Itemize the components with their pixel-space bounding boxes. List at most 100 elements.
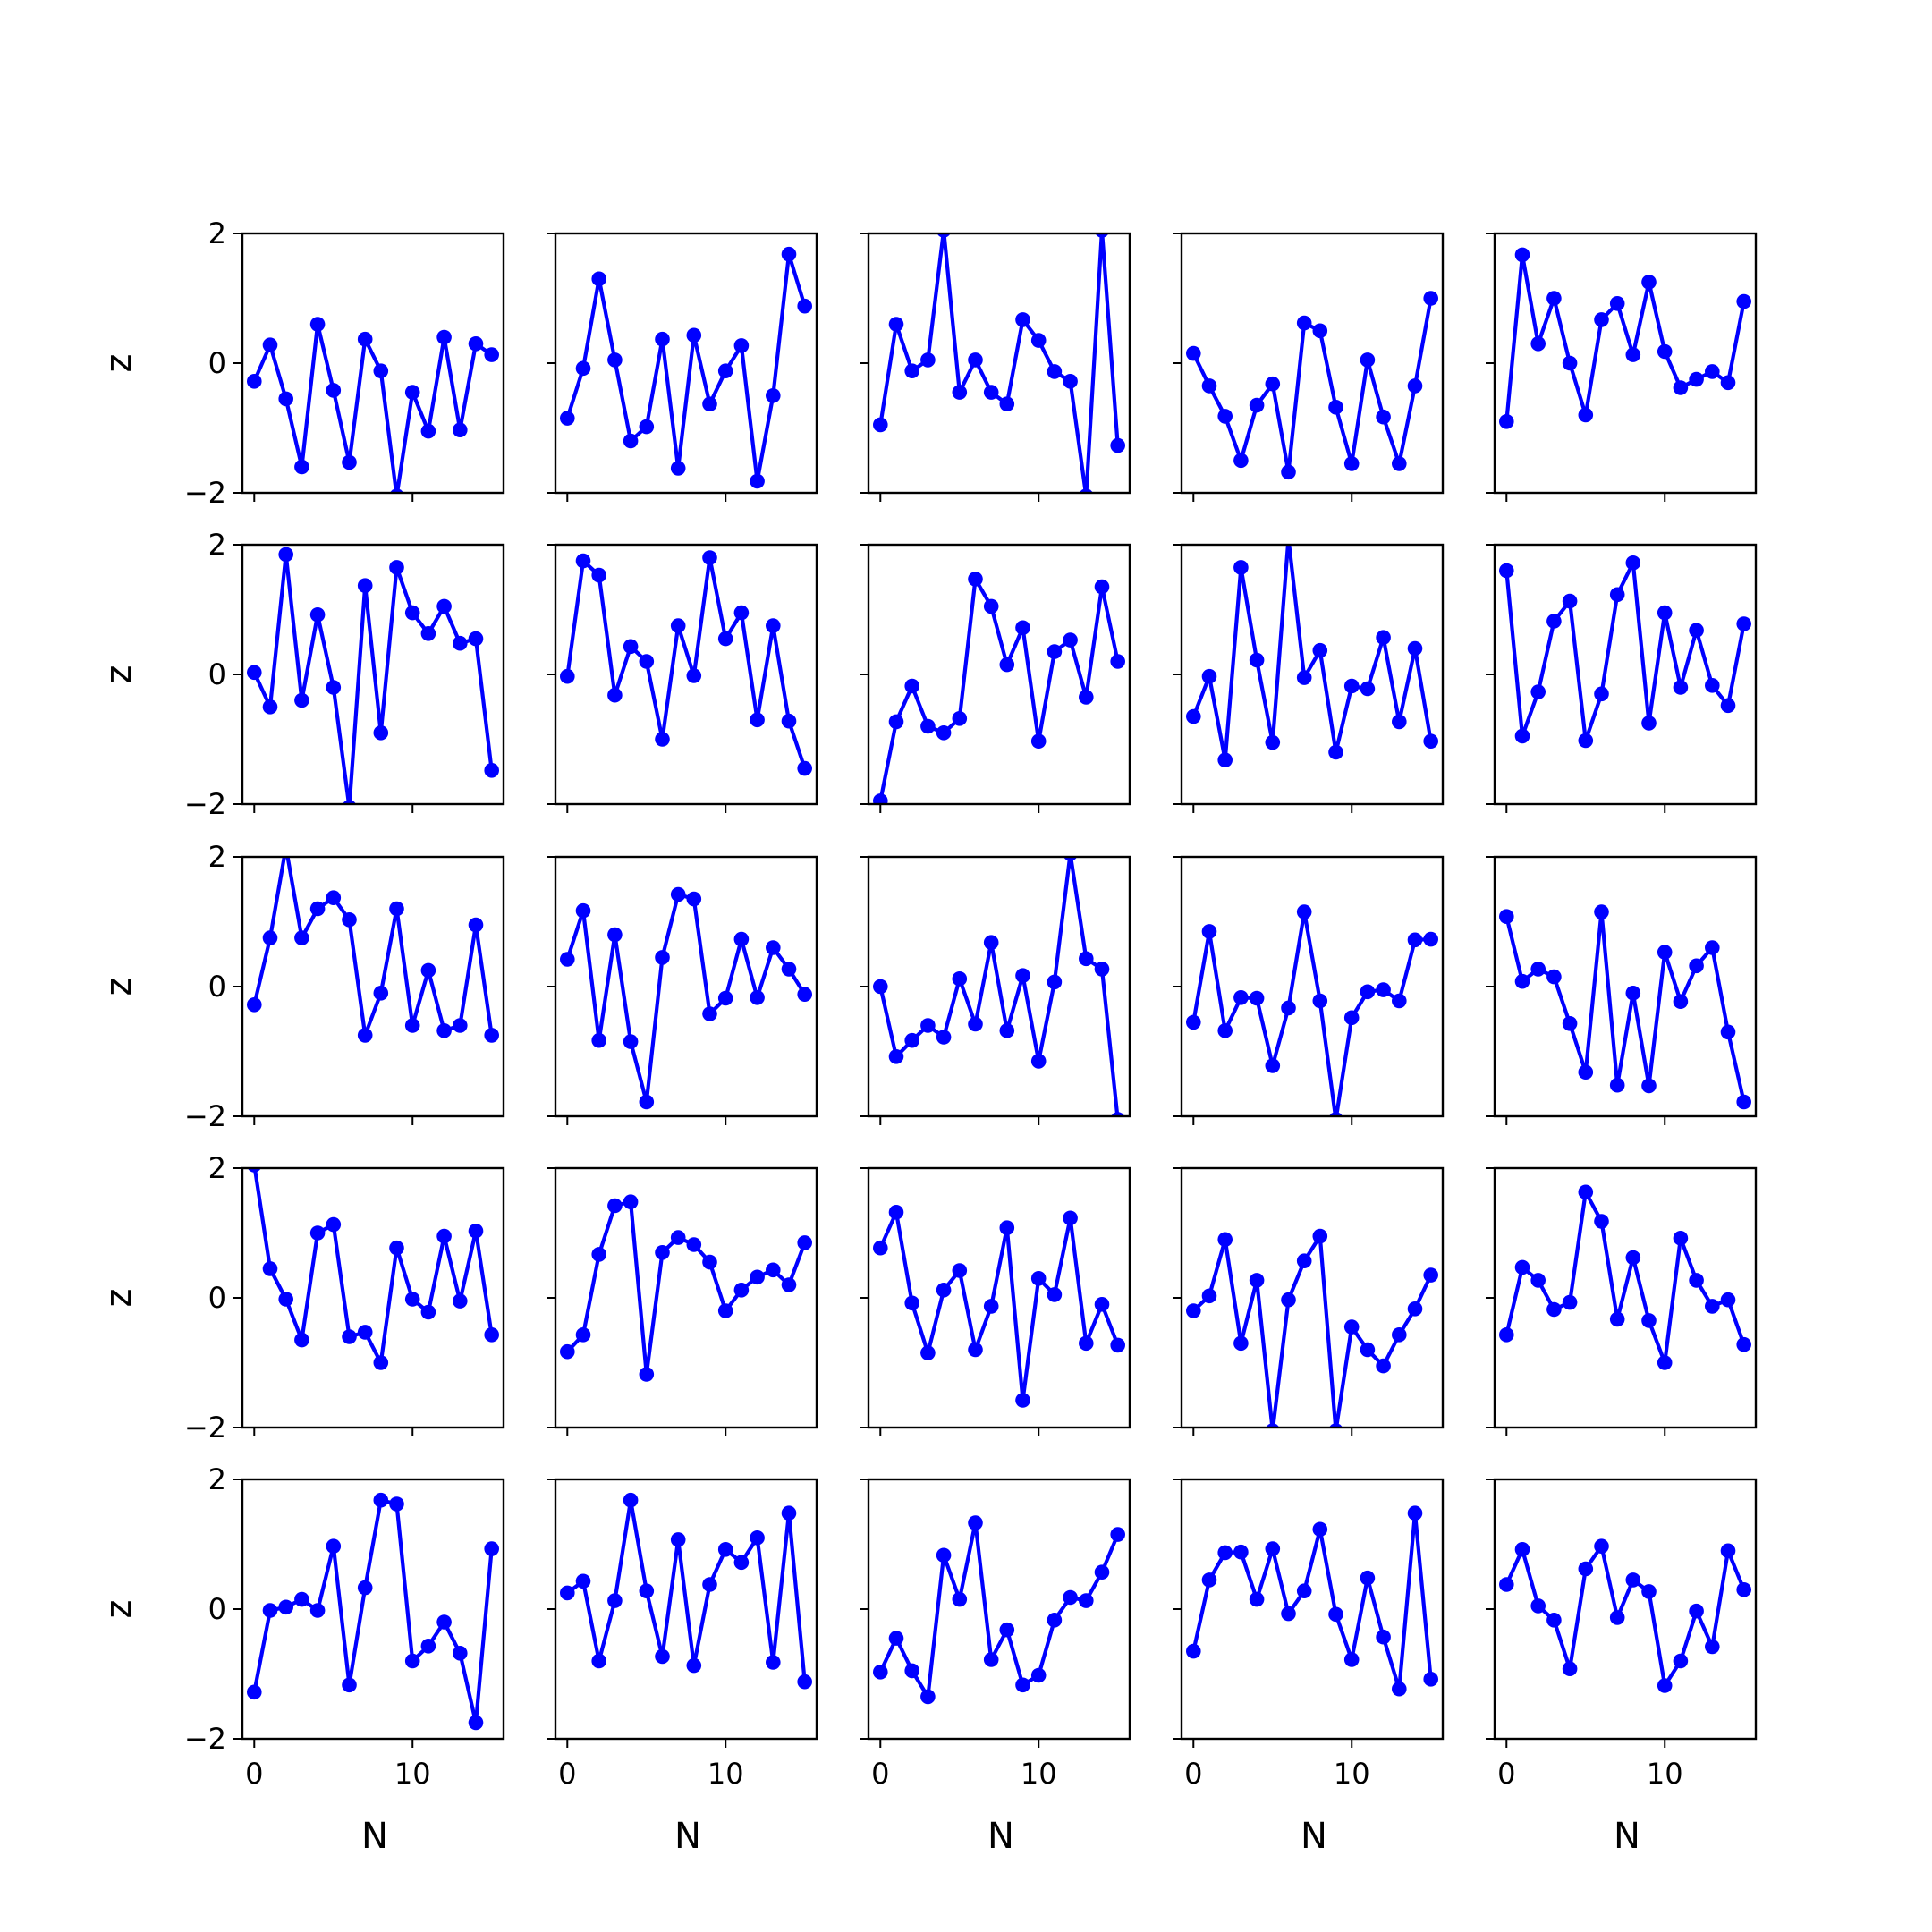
series-line — [1191, 1511, 1433, 1691]
y-axis-label: z — [98, 978, 140, 996]
data-point — [373, 986, 389, 1001]
data-point — [1046, 644, 1063, 659]
data-point — [342, 1677, 357, 1693]
y-tick-label: 2 — [208, 528, 226, 562]
data-point — [781, 1505, 797, 1521]
data-point — [247, 1168, 261, 1173]
data-point — [247, 997, 262, 1013]
data-point — [702, 396, 717, 412]
data-point — [1407, 1505, 1423, 1521]
data-point — [686, 1237, 702, 1252]
data-point — [983, 385, 999, 400]
data-point — [1720, 698, 1736, 714]
data-point — [1046, 1287, 1063, 1302]
data-point — [1392, 993, 1407, 1009]
data-point — [873, 979, 888, 995]
data-point — [623, 639, 639, 655]
y-axis-label: z — [98, 1289, 140, 1308]
data-point — [1546, 969, 1562, 985]
data-point — [278, 1599, 294, 1615]
data-point — [591, 1032, 606, 1048]
subplot-r1-c4 — [1486, 543, 1758, 813]
data-point — [326, 680, 342, 695]
data-point — [655, 331, 670, 347]
series-group — [873, 233, 1125, 493]
data-point — [1094, 579, 1110, 595]
axes-frame — [1180, 232, 1445, 495]
data-point — [1689, 958, 1704, 974]
data-point — [1705, 678, 1720, 693]
y-tick-label: −2 — [184, 1099, 226, 1133]
data-point — [766, 388, 781, 403]
data-point — [623, 1034, 639, 1049]
data-point — [1079, 488, 1093, 493]
y-tick-label: 0 — [208, 1281, 226, 1315]
data-point — [952, 385, 968, 400]
data-point — [999, 396, 1015, 412]
data-point — [686, 891, 702, 907]
y-tick-label: −2 — [184, 1411, 226, 1445]
data-point — [952, 971, 968, 987]
data-point — [591, 271, 606, 287]
data-point — [342, 1329, 357, 1344]
data-point — [294, 459, 309, 475]
data-point — [436, 1228, 452, 1244]
data-point — [1514, 247, 1530, 263]
y-tick-label: 2 — [208, 840, 226, 874]
data-point — [781, 713, 797, 729]
data-point — [1063, 632, 1078, 648]
data-point — [655, 1648, 670, 1665]
data-point — [309, 607, 326, 623]
data-point — [1217, 1232, 1233, 1248]
data-point — [920, 1018, 936, 1033]
data-point — [1095, 233, 1109, 238]
data-point — [1736, 616, 1751, 631]
series-line — [878, 1521, 1120, 1699]
data-point — [1499, 909, 1514, 924]
data-point — [1499, 563, 1514, 579]
data-point — [591, 1653, 606, 1669]
data-point — [309, 317, 326, 332]
data-point — [1423, 1267, 1438, 1283]
data-point — [453, 635, 468, 651]
series-group — [247, 1492, 499, 1731]
series-line — [565, 1199, 807, 1377]
data-point — [623, 1194, 639, 1209]
series-group — [1186, 1505, 1438, 1697]
data-point — [1673, 380, 1689, 395]
series-group — [873, 1205, 1125, 1408]
axes-frame — [1493, 543, 1758, 806]
data-point — [1392, 1681, 1407, 1697]
data-point — [1249, 652, 1265, 668]
data-point — [607, 927, 623, 943]
data-point — [1514, 1259, 1530, 1275]
data-point — [1736, 1582, 1751, 1597]
data-point — [1030, 1667, 1046, 1683]
data-point — [686, 668, 702, 683]
data-point — [1562, 1016, 1578, 1031]
data-point — [1407, 378, 1423, 394]
data-point — [436, 1614, 452, 1630]
data-point — [888, 714, 904, 730]
data-point — [1530, 336, 1546, 352]
data-point — [1079, 951, 1094, 967]
data-point — [278, 391, 294, 407]
data-point — [766, 940, 781, 955]
series-line — [565, 892, 807, 1105]
data-point — [1015, 1677, 1030, 1693]
data-point — [1641, 716, 1657, 731]
data-point — [357, 1580, 373, 1596]
data-point — [1343, 1319, 1360, 1335]
data-point — [1625, 347, 1641, 362]
axes-frame — [1180, 1478, 1445, 1741]
data-point — [639, 419, 655, 435]
y-tick-label: −2 — [184, 1722, 226, 1756]
data-point — [1186, 1643, 1201, 1659]
data-point — [1578, 1561, 1594, 1577]
data-point — [1594, 1538, 1609, 1554]
subplot-r2-c2 — [860, 855, 1131, 1125]
series-group — [1186, 904, 1438, 1116]
data-point — [420, 626, 436, 641]
data-point — [1578, 733, 1594, 749]
data-point — [591, 1247, 606, 1262]
